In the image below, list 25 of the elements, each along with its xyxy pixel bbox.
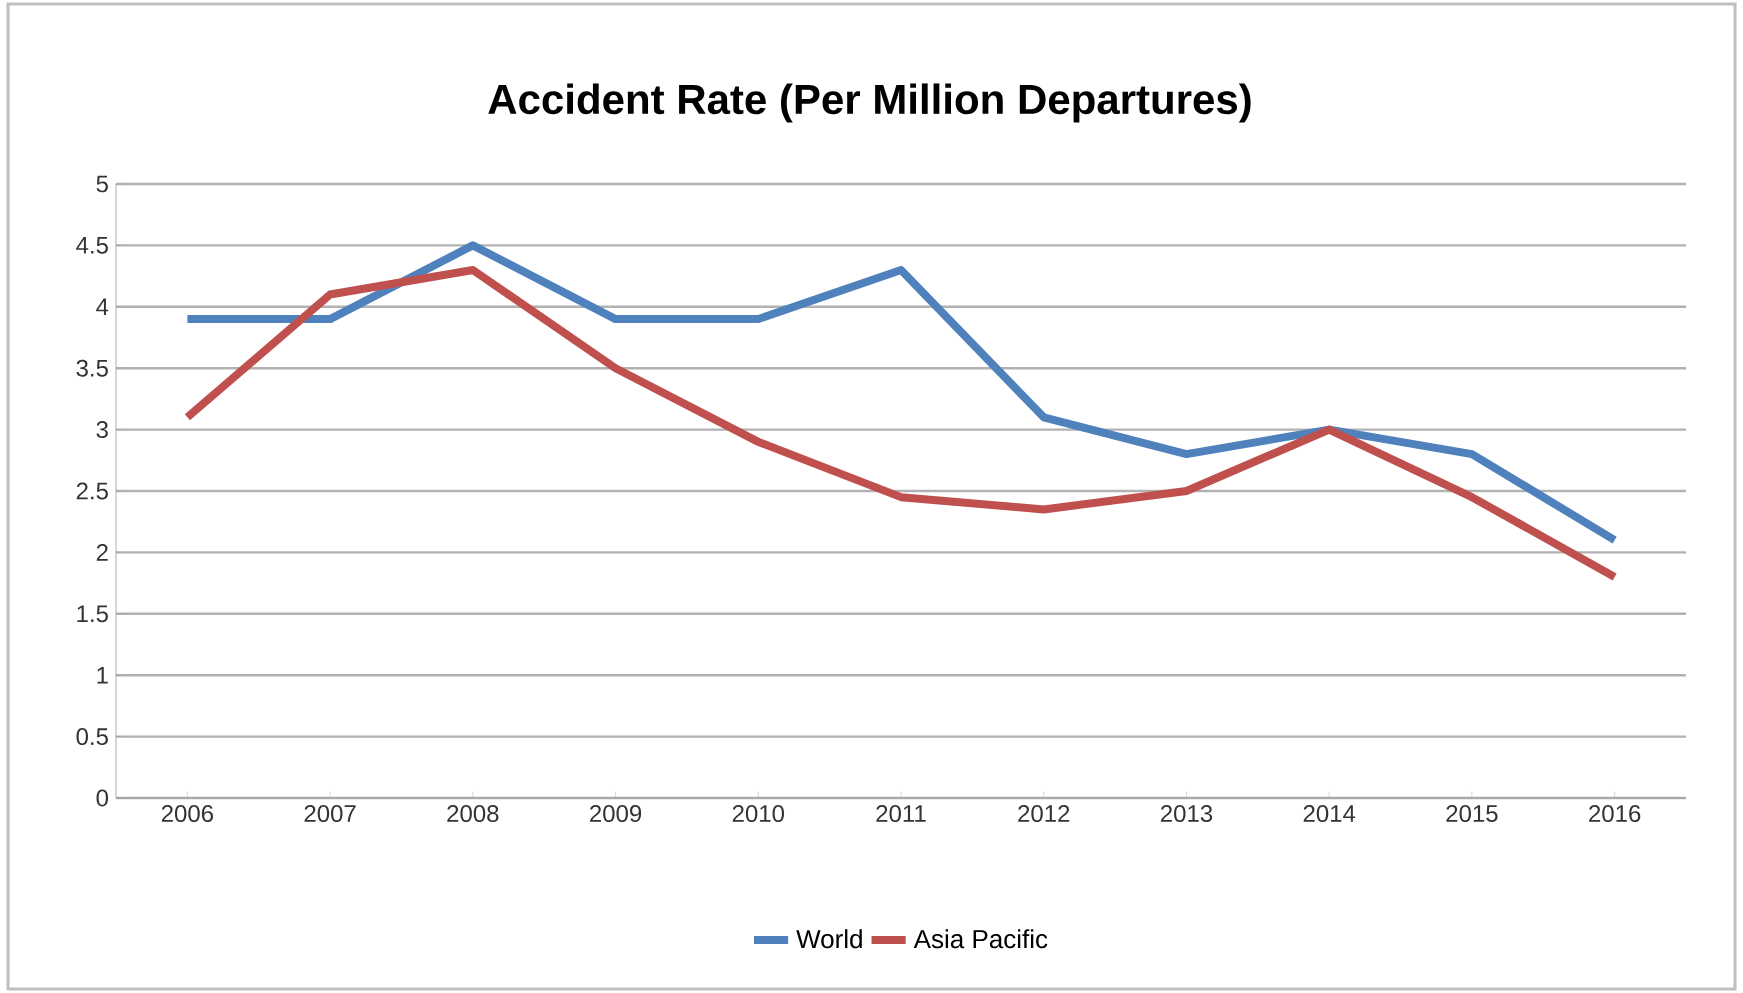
x-tick-label: 2015 xyxy=(1446,805,1498,823)
x-tick-label: 2010 xyxy=(732,805,785,823)
y-tick-label: 4 xyxy=(96,298,109,316)
x-tick-label: 2007 xyxy=(304,805,356,823)
x-tick-label: 2013 xyxy=(1160,805,1213,823)
x-tick-label: 2012 xyxy=(1018,805,1070,823)
x-tick-label: 2016 xyxy=(1589,805,1641,823)
y-tick-label: 0.5 xyxy=(76,728,108,746)
x-tick-label: 2009 xyxy=(590,805,642,823)
x-tick-label: 2014 xyxy=(1303,805,1356,823)
y-tick-label: 1 xyxy=(97,666,108,684)
y-tick-label: 4.5 xyxy=(76,237,108,254)
y-tick-label: 2.5 xyxy=(76,482,108,500)
x-tick-label: 2006 xyxy=(161,805,214,823)
y-tick-label: 5 xyxy=(96,175,108,193)
y-tick-label: 3 xyxy=(96,421,108,439)
y-tick-label: 1.5 xyxy=(77,605,108,623)
y-tick-label: 2 xyxy=(96,544,108,561)
chart-title: Accident Rate (Per Million Departures) xyxy=(488,83,1251,123)
y-tick-label: 0 xyxy=(96,789,109,807)
y-tick-label: 3.5 xyxy=(76,359,108,377)
legend-label: Asia Pacific xyxy=(913,929,1048,949)
x-tick-label: 2008 xyxy=(447,805,499,823)
x-tick-label: 2011 xyxy=(876,805,926,823)
legend-label: World xyxy=(796,929,862,949)
